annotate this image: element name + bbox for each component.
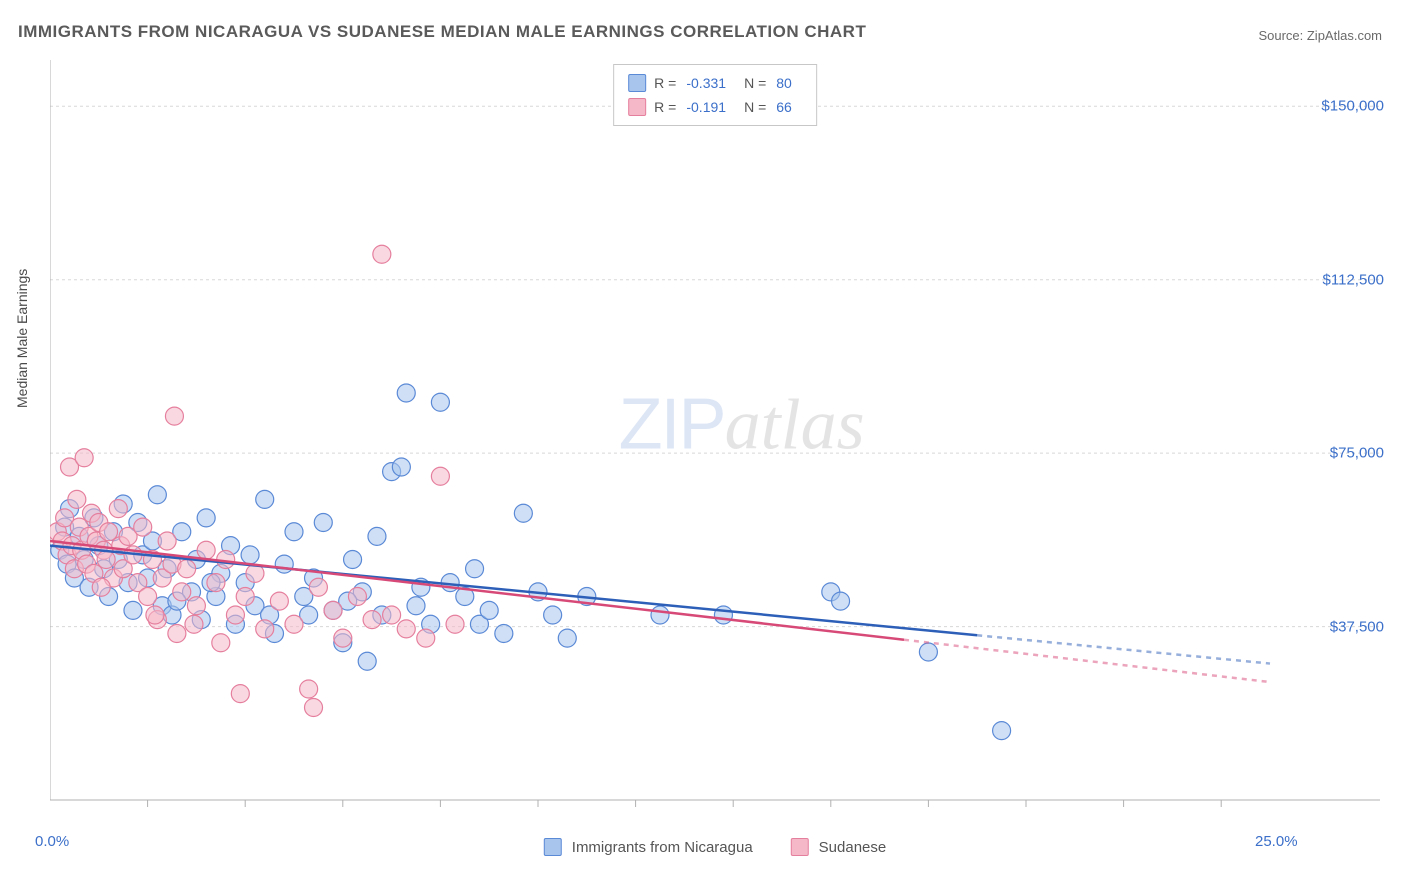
n-value-2: 66 <box>776 95 792 119</box>
r-label: R = <box>654 71 676 95</box>
y-tick-label: $75,000 <box>1330 445 1384 462</box>
y-tick-label: $112,500 <box>1323 271 1384 288</box>
scatter-plot <box>50 60 1380 820</box>
legend-item-2: Sudanese <box>791 838 887 856</box>
n-label: N = <box>744 71 766 95</box>
r-label: R = <box>654 95 676 119</box>
r-value-1: -0.331 <box>686 71 726 95</box>
chart-title: IMMIGRANTS FROM NICARAGUA VS SUDANESE ME… <box>18 22 866 42</box>
chart-area: Median Male Earnings $37,500$75,000$112,… <box>50 60 1380 820</box>
legend-swatch-bottom-2 <box>791 838 809 856</box>
legend-item-1: Immigrants from Nicaragua <box>544 838 753 856</box>
y-axis-label: Median Male Earnings <box>14 269 30 408</box>
correlation-legend: R = -0.331 N = 80 R = -0.191 N = 66 <box>613 64 817 126</box>
series-legend: Immigrants from Nicaragua Sudanese <box>544 838 886 856</box>
legend-swatch-2 <box>628 98 646 116</box>
legend-row-series2: R = -0.191 N = 66 <box>628 95 802 119</box>
r-value-2: -0.191 <box>686 95 726 119</box>
n-label: N = <box>744 95 766 119</box>
n-value-1: 80 <box>776 71 792 95</box>
source-attribution: Source: ZipAtlas.com <box>1258 28 1382 43</box>
x-tick-label: 25.0% <box>1255 833 1298 850</box>
legend-swatch-bottom-1 <box>544 838 562 856</box>
x-tick-label: 0.0% <box>35 833 69 850</box>
legend-swatch-1 <box>628 74 646 92</box>
legend-row-series1: R = -0.331 N = 80 <box>628 71 802 95</box>
legend-label-2: Sudanese <box>819 839 887 856</box>
y-tick-label: $150,000 <box>1321 98 1384 115</box>
legend-label-1: Immigrants from Nicaragua <box>572 839 753 856</box>
y-tick-label: $37,500 <box>1330 618 1384 635</box>
